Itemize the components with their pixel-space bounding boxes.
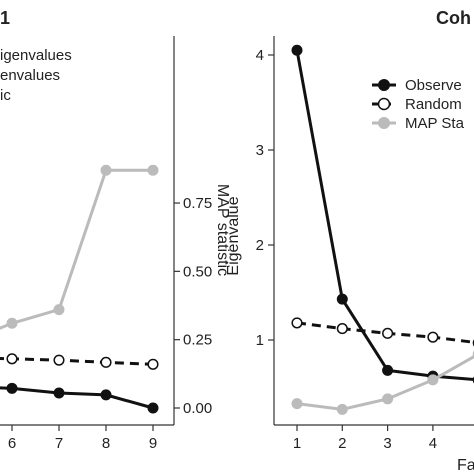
left-point-map-statistic-1: [6, 317, 18, 329]
left-y-tick-label-0-00: 0.00: [183, 400, 212, 417]
left-x-tick-label-6: 6: [8, 435, 16, 452]
left-chart-title: 1: [0, 8, 10, 28]
right-chart-x-ticks: 1 2 3 4: [293, 425, 437, 452]
left-series-line-map-statistic: [0, 168, 153, 330]
left-y-tick-label-0-50: 0.50: [183, 263, 212, 280]
left-legend-label-3: ic: [0, 87, 11, 104]
left-point-random-3: [100, 356, 112, 368]
left-series-line-observed: [0, 386, 154, 410]
right-chart-title: Coh: [436, 8, 471, 28]
right-chart-x-axis-title: Fa: [457, 457, 474, 474]
right-point-observed-1: [336, 293, 348, 305]
left-series-line-random: [0, 357, 154, 366]
left-point-random-4: [147, 358, 159, 370]
left-point-observed-1: [6, 382, 18, 394]
right-y-tick-label-4: 4: [256, 47, 264, 64]
left-legend-label-1: igenvalues: [0, 47, 72, 64]
left-point-observed-2: [53, 387, 65, 399]
right-x-tick-label-1: 1: [293, 435, 301, 452]
left-chart-legend: igenvalues envalues ic: [0, 47, 72, 104]
right-point-random-1: [336, 323, 348, 335]
left-y-tick-label-0-75: 0.75: [183, 195, 212, 212]
right-point-map-statistic-2: [382, 393, 394, 405]
right-y-tick-label-3: 3: [256, 142, 264, 159]
right-chart-y-ticks: 1 2 3 4: [256, 47, 274, 349]
right-point-observed-0: [291, 44, 303, 56]
right-point-observed-2: [382, 364, 394, 376]
left-point-map-statistic-4: [147, 164, 159, 176]
right-legend-marker-map: [378, 117, 390, 129]
right-x-tick-label-2: 2: [338, 435, 346, 452]
right-point-random-3: [427, 331, 439, 343]
right-chart-y-axis-title: Eigenvalue: [225, 196, 242, 275]
right-x-tick-label-3: 3: [383, 435, 391, 452]
left-point-random-2: [53, 354, 65, 366]
right-legend-marker-observed: [378, 79, 390, 91]
right-point-map-statistic-3: [427, 374, 439, 386]
left-y-tick-label-0-25: 0.25: [183, 332, 212, 349]
left-point-map-statistic-3: [100, 164, 112, 176]
left-chart-right-axis-title: MAP statistic: [214, 184, 231, 276]
left-chart-series: [0, 164, 159, 414]
left-chart-y-ticks: 0.00 0.25 0.50 0.75: [174, 195, 212, 417]
left-chart-panel: 1 MAP statistic 6 7 8 9 0.00 0.25 0.50 0.75 ig…: [0, 8, 231, 452]
left-x-tick-label-9: 9: [149, 435, 157, 452]
left-x-tick-label-7: 7: [55, 435, 63, 452]
left-point-map-statistic-2: [53, 304, 65, 316]
right-legend-label-map: MAP Sta: [405, 115, 465, 132]
right-legend-label-observed: Observe: [405, 77, 462, 94]
right-legend-label-random: Random: [405, 96, 462, 113]
left-point-observed-4: [147, 402, 159, 414]
right-x-tick-label-4: 4: [429, 435, 437, 452]
right-legend-marker-random: [377, 97, 391, 111]
right-chart-panel: Coh Eigenvalue Fa 1 2 3 4 1 2 3 4 Observe Rand…: [225, 8, 474, 474]
left-chart-x-ticks: 6 7 8 9: [8, 425, 157, 452]
left-point-random-1: [6, 353, 18, 365]
right-chart-series: [291, 44, 474, 415]
left-x-tick-label-8: 8: [102, 435, 110, 452]
right-y-tick-label-2: 2: [256, 237, 264, 254]
right-point-map-statistic-1: [336, 403, 348, 415]
left-point-observed-3: [100, 389, 112, 401]
right-chart-legend: Observe Random MAP Sta: [372, 77, 465, 132]
right-point-random-0: [291, 317, 303, 329]
right-point-random-2: [382, 327, 394, 339]
right-point-map-statistic-0: [291, 398, 303, 410]
right-y-tick-label-1: 1: [256, 332, 264, 349]
left-legend-label-2: envalues: [0, 67, 60, 84]
